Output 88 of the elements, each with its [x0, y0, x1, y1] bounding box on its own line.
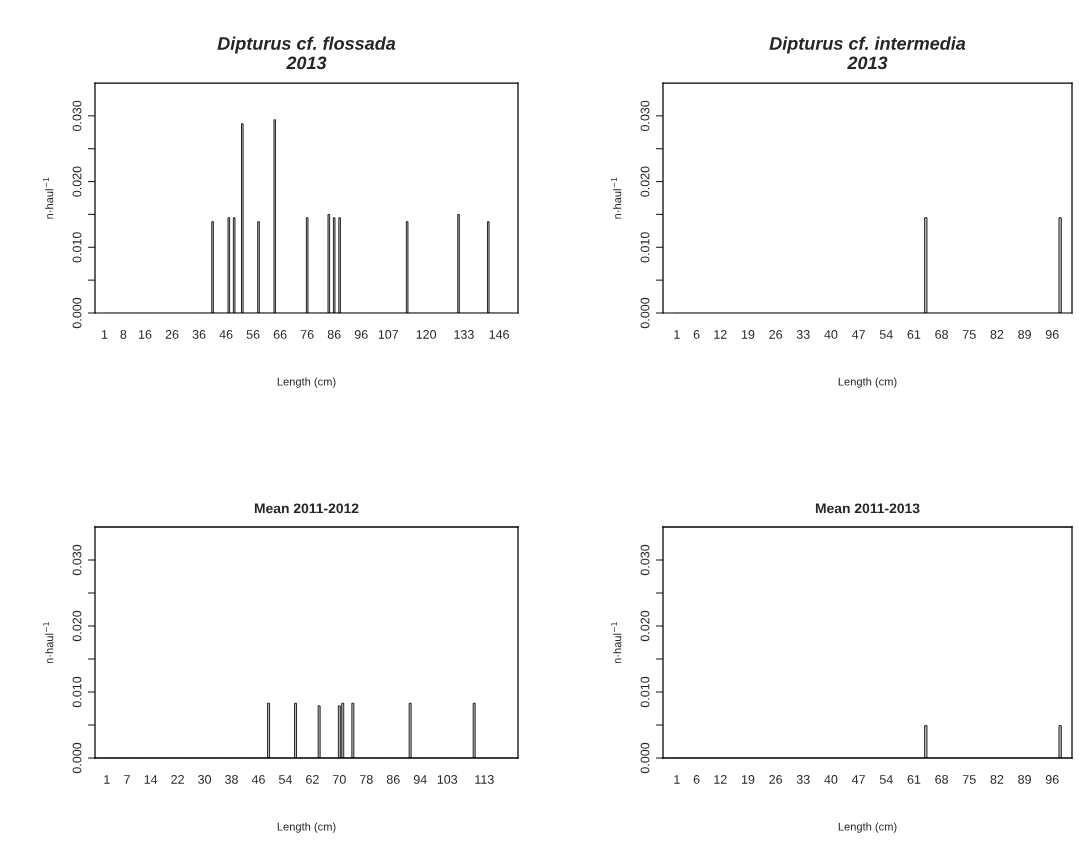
- x-tick-label: 61: [907, 775, 921, 784]
- x-tick-label: 113: [475, 775, 494, 784]
- x-tick-label: 107: [378, 330, 399, 339]
- x-tick-label: 75: [962, 775, 976, 784]
- x-tick-label: 36: [192, 330, 206, 339]
- x-tick-label: 89: [1018, 775, 1031, 784]
- x-tick-label: 46: [251, 775, 265, 784]
- x-axis-title: Length (cm): [838, 377, 897, 388]
- x-tick-label: 1: [674, 775, 680, 784]
- x-tick-label: 47: [851, 775, 865, 784]
- x-tick-label: 30: [198, 775, 212, 784]
- x-tick-label: 68: [935, 330, 948, 339]
- x-tick-label: 14: [144, 775, 158, 784]
- x-tick-label: 54: [879, 330, 893, 339]
- x-tick-label: 66: [273, 330, 287, 339]
- x-axis-title: Length (cm): [277, 822, 336, 833]
- y-tick-label: 0.030: [640, 544, 650, 576]
- x-tick-label: 82: [990, 330, 1004, 339]
- x-tick-label: 54: [278, 775, 293, 784]
- x-tick-label: 19: [741, 330, 755, 339]
- x-tick-label: 46: [219, 330, 233, 339]
- chart-title: Dipturus cf. flossada 2013: [217, 36, 396, 70]
- x-tick-label: 33: [796, 330, 810, 339]
- x-tick-label: 86: [327, 330, 341, 339]
- x-tick-label: 76: [300, 330, 314, 339]
- x-tick-label: 54: [879, 775, 893, 784]
- y-tick-label: 0.000: [640, 297, 650, 329]
- x-tick-label: 1: [104, 775, 110, 784]
- chart-title: Dipturus cf. intermedia 2013: [769, 36, 966, 70]
- x-tick-label: 12: [714, 330, 727, 339]
- x-tick-label: 8: [120, 330, 127, 339]
- x-axis-title: Length (cm): [277, 377, 336, 388]
- x-tick-label: 94: [413, 775, 427, 784]
- x-tick-label: 96: [1045, 330, 1059, 339]
- x-tick-label: 78: [360, 775, 373, 784]
- x-tick-label: 1: [101, 330, 108, 339]
- x-tick-label: 38: [225, 775, 238, 784]
- chart-title: Mean 2011-2013: [815, 503, 920, 514]
- chart-title: Mean 2011-2012: [254, 503, 359, 514]
- x-tick-label: 26: [769, 330, 783, 339]
- x-tick-label: 6: [693, 330, 700, 339]
- x-tick-label: 1: [674, 330, 680, 339]
- y-tick-label: 0.010: [72, 232, 82, 263]
- x-tick-label: 6: [693, 775, 700, 784]
- x-tick-label: 103: [437, 775, 458, 784]
- x-tick-label: 12: [714, 775, 727, 784]
- x-tick-label: 86: [386, 775, 400, 784]
- y-tick-label: 0.020: [640, 610, 650, 642]
- x-tick-label: 56: [246, 330, 260, 339]
- x-tick-label: 68: [935, 775, 948, 784]
- y-tick-label: 0.020: [640, 166, 650, 197]
- x-tick-label: 61: [907, 330, 921, 339]
- x-tick-label: 33: [796, 775, 810, 784]
- y-tick-label: 0.000: [640, 742, 650, 774]
- x-tick-label: 62: [306, 775, 319, 784]
- x-tick-label: 75: [962, 330, 976, 339]
- x-tick-label: 40: [824, 775, 838, 784]
- x-tick-label: 82: [990, 775, 1004, 784]
- x-tick-label: 22: [171, 775, 184, 784]
- x-axis-title: Length (cm): [838, 822, 897, 833]
- x-tick-label: 146: [489, 330, 509, 339]
- x-tick-label: 19: [741, 775, 755, 784]
- x-tick-label: 133: [454, 330, 474, 339]
- y-axis-title: n·haul$^{−1}$: [611, 177, 622, 219]
- x-tick-label: 47: [851, 330, 865, 339]
- y-tick-label: 0.030: [72, 100, 82, 132]
- y-tick-label: 0.010: [640, 676, 650, 708]
- y-axis-title: n·haul$^{−1}$: [43, 622, 54, 664]
- x-tick-label: 26: [165, 330, 179, 339]
- y-tick-label: 0.010: [640, 232, 650, 263]
- x-tick-label: 96: [1045, 775, 1059, 784]
- x-tick-label: 120: [416, 330, 437, 339]
- y-tick-label: 0.010: [72, 676, 82, 708]
- x-tick-label: 89: [1018, 330, 1031, 339]
- y-tick-label: 0.030: [72, 544, 82, 576]
- x-tick-label: 7: [124, 775, 130, 784]
- y-tick-label: 0.000: [72, 742, 82, 774]
- y-tick-label: 0.030: [640, 100, 650, 132]
- y-axis-title: n·haul$^{−1}$: [611, 622, 622, 664]
- x-tick-label: 26: [769, 775, 783, 784]
- x-tick-label: 96: [354, 330, 368, 339]
- x-tick-label: 16: [139, 330, 152, 339]
- y-tick-label: 0.020: [72, 166, 82, 197]
- y-axis-title: n·haul$^{−1}$: [43, 177, 54, 219]
- x-tick-label: 70: [333, 775, 346, 784]
- y-tick-label: 0.020: [72, 610, 82, 642]
- x-tick-label: 40: [824, 330, 838, 339]
- y-tick-label: 0.000: [72, 297, 82, 329]
